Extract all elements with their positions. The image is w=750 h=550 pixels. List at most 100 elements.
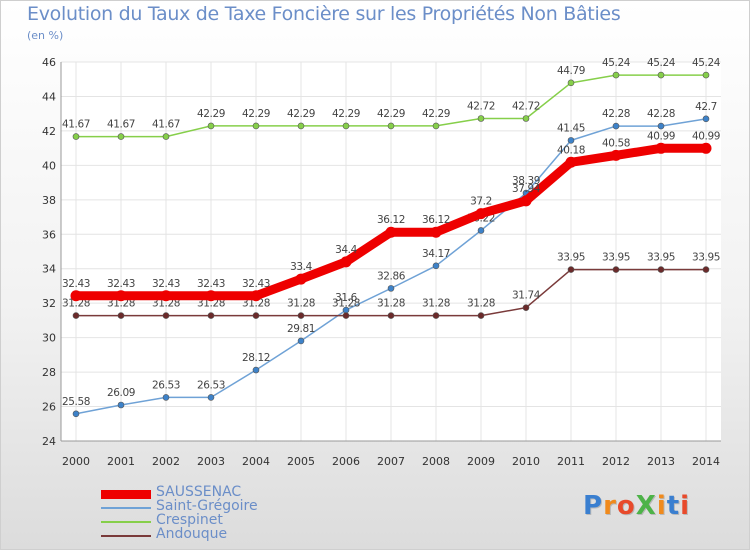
x-tick-label: 2002: [152, 455, 180, 468]
data-label-saussenac: 40.58: [602, 137, 630, 149]
data-label-andouque: 31.28: [467, 298, 495, 310]
data-label-crespinet: 41.67: [152, 119, 180, 131]
data-label-andouque: 31.28: [287, 298, 315, 310]
data-point-saint-gr-goire: [297, 337, 305, 345]
legend-label: Crespinet: [156, 512, 223, 528]
y-tick-label: 28: [42, 366, 56, 379]
legend-swatch: [101, 535, 151, 537]
data-point-saint-gr-goire: [72, 410, 80, 418]
data-point-crespinet: [432, 122, 440, 130]
data-point-saussenac: [475, 208, 487, 220]
legend-label: Andouque: [156, 526, 228, 542]
data-label-saussenac: 32.43: [242, 278, 270, 290]
data-point-crespinet: [117, 133, 125, 140]
data-label-crespinet: 41.67: [107, 119, 135, 131]
x-tick-label: 2008: [422, 455, 450, 468]
data-point-saussenac: [160, 290, 172, 302]
data-label-andouque: 33.95: [557, 252, 585, 264]
y-tick-label: 46: [42, 56, 56, 69]
legend-swatch: [101, 507, 151, 509]
x-tick-label: 2012: [602, 455, 630, 468]
data-point-crespinet: [567, 79, 575, 87]
data-label-andouque: 31.74: [512, 290, 541, 302]
data-point-crespinet: [477, 115, 485, 122]
data-label-saint-gr-goire: 26.53: [197, 379, 225, 391]
data-label-saussenac: 36.12: [377, 214, 405, 226]
x-tick-label: 2006: [332, 455, 360, 468]
legend-swatch: [101, 521, 151, 523]
legend-swatch: [101, 489, 151, 499]
x-tick-label: 2014: [692, 455, 720, 468]
data-point-andouque: [162, 312, 170, 319]
data-label-saussenac: 34.4: [335, 244, 357, 256]
data-label-saussenac: 32.43: [152, 278, 180, 290]
data-point-saussenac: [340, 256, 352, 268]
data-point-andouque: [522, 304, 530, 311]
data-label-crespinet: 44.79: [557, 65, 585, 77]
data-label-crespinet: 45.24: [602, 57, 631, 69]
data-point-saint-gr-goire: [432, 262, 440, 270]
data-point-saint-gr-goire: [162, 394, 170, 401]
data-label-crespinet: 42.29: [242, 108, 270, 120]
data-point-saint-gr-goire: [387, 285, 395, 292]
data-point-crespinet: [207, 122, 215, 130]
data-label-saint-gr-goire: 42.28: [647, 108, 675, 120]
y-tick-label: 44: [42, 90, 56, 103]
data-point-andouque: [207, 312, 215, 319]
data-point-andouque: [387, 312, 395, 319]
y-tick-label: 40: [42, 159, 56, 172]
data-label-crespinet: 45.24: [647, 57, 676, 69]
data-label-saussenac: 32.43: [107, 278, 135, 290]
data-label-crespinet: 42.29: [197, 108, 225, 120]
data-label-saussenac: 32.43: [62, 278, 90, 290]
data-label-saussenac: 32.43: [197, 278, 225, 290]
legend-label: Saint-Grégoire: [156, 498, 258, 514]
y-axis-unit-label: (en %): [27, 29, 64, 42]
data-point-andouque: [342, 312, 350, 319]
x-tick-label: 2009: [467, 455, 495, 468]
data-label-andouque: 31.28: [377, 298, 405, 310]
data-point-saussenac: [250, 290, 262, 302]
data-point-andouque: [702, 266, 710, 273]
data-point-andouque: [297, 312, 305, 319]
data-label-saussenac: 40.99: [647, 130, 675, 142]
data-point-saussenac: [520, 195, 532, 207]
proxiti-logo: ProXiti: [583, 491, 691, 521]
chart-title: Evolution du Taux de Taxe Foncière sur l…: [27, 3, 621, 25]
x-tick-label: 2001: [107, 455, 135, 468]
data-point-saussenac: [70, 290, 82, 302]
data-point-andouque: [477, 312, 485, 319]
data-point-andouque: [567, 266, 575, 273]
data-label-andouque: 31.28: [242, 298, 270, 310]
data-point-crespinet: [252, 122, 260, 130]
data-label-saint-gr-goire: 38.39: [512, 175, 540, 187]
data-label-crespinet: 42.29: [422, 108, 450, 120]
data-label-saussenac: 37.94: [512, 183, 541, 195]
data-point-crespinet: [657, 71, 665, 79]
x-tick-label: 2013: [647, 455, 675, 468]
data-point-crespinet: [522, 115, 530, 122]
data-label-crespinet: 45.24: [692, 57, 721, 69]
data-point-saint-gr-goire: [612, 122, 620, 130]
data-point-crespinet: [297, 122, 305, 130]
data-point-crespinet: [162, 133, 170, 140]
data-label-saint-gr-goire: 26.53: [152, 379, 180, 391]
data-label-crespinet: 41.67: [62, 119, 90, 131]
data-label-saint-gr-goire: 42.7: [695, 101, 717, 113]
x-tick-label: 2010: [512, 455, 540, 468]
y-tick-label: 30: [42, 332, 56, 345]
data-point-saint-gr-goire: [117, 401, 125, 409]
data-point-crespinet: [342, 122, 350, 130]
data-label-andouque: 31.28: [152, 298, 180, 310]
data-label-saussenac: 40.99: [692, 130, 720, 142]
data-point-saussenac: [610, 149, 622, 161]
data-point-saint-gr-goire: [657, 122, 665, 130]
y-tick-label: 26: [42, 401, 56, 414]
data-label-saussenac: 36.12: [422, 214, 450, 226]
x-tick-label: 2011: [557, 455, 585, 468]
data-point-andouque: [657, 266, 665, 273]
data-label-crespinet: 42.29: [377, 108, 405, 120]
data-label-andouque: 33.95: [602, 252, 630, 264]
y-tick-label: 42: [42, 125, 56, 138]
